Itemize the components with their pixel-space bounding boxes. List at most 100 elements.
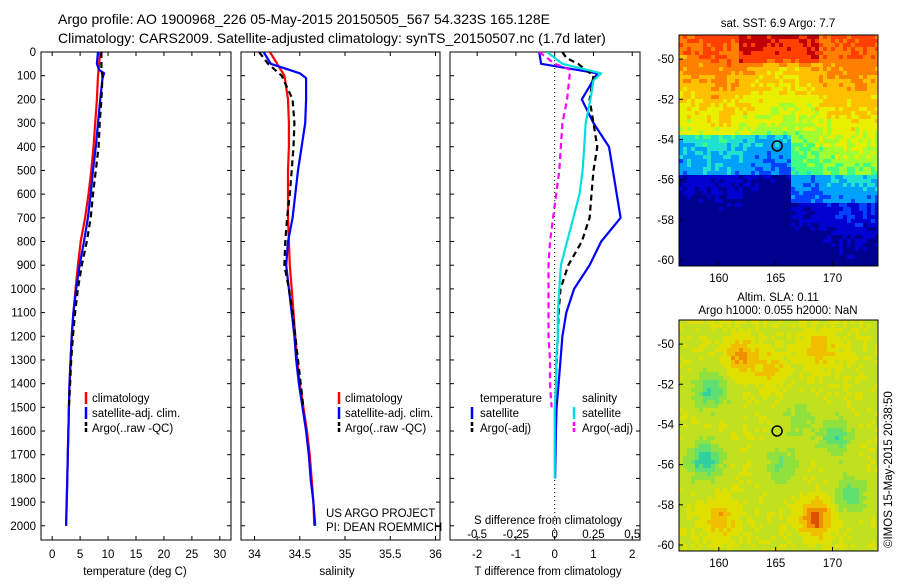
map-cell (775, 63, 780, 68)
map-cell (859, 63, 864, 68)
map-cell (679, 123, 684, 128)
map-cell (831, 175, 836, 180)
map-cell (703, 51, 708, 56)
map-cell (735, 380, 740, 385)
map-cell (839, 103, 844, 108)
map-cell (727, 396, 732, 401)
map-cell (871, 115, 876, 120)
map-cell (779, 39, 784, 44)
map-cell (679, 231, 684, 236)
map-cell (711, 103, 716, 108)
map-cell (807, 179, 812, 184)
map-cell (811, 452, 816, 457)
map-cell (755, 91, 760, 96)
map-cell (751, 175, 756, 180)
map-cell (735, 179, 740, 184)
map-cell (827, 408, 832, 413)
map-cell (867, 155, 872, 160)
map-cell (811, 143, 816, 148)
map-cell (871, 344, 876, 349)
map-cell (719, 47, 724, 52)
map-cell (719, 328, 724, 333)
map-cell (715, 59, 720, 64)
map-cell (763, 211, 768, 216)
map-cell (811, 135, 816, 140)
map-cell (691, 147, 696, 152)
map-cell (735, 83, 740, 88)
map-cell (827, 191, 832, 196)
map-cell (715, 135, 720, 140)
map-cell (771, 392, 776, 397)
map-cell (683, 424, 688, 429)
map-cell (823, 231, 828, 236)
map-cell (831, 207, 836, 212)
map-cell (711, 135, 716, 140)
map-cell (727, 159, 732, 164)
map-cell (735, 376, 740, 381)
map-cell (787, 131, 792, 136)
map-cell (679, 456, 684, 461)
map-cell (791, 251, 796, 256)
map-cell (711, 328, 716, 333)
map-cell (839, 151, 844, 156)
map-cell (731, 400, 736, 405)
map-cell (799, 175, 804, 180)
map-cell (727, 255, 732, 260)
map-cell (803, 223, 808, 228)
map-cell (807, 388, 812, 393)
map-cell (763, 227, 768, 232)
map-cell (803, 400, 808, 405)
map-cell (819, 456, 824, 461)
map-cell (863, 227, 868, 232)
map-cell (811, 372, 816, 377)
map-cell (683, 436, 688, 441)
map-cell (763, 428, 768, 433)
map-cell (811, 432, 816, 437)
map-cell (703, 231, 708, 236)
map-cell (871, 203, 876, 208)
map-cell (771, 59, 776, 64)
map-cell (747, 91, 752, 96)
map-cell (799, 71, 804, 76)
map-cell (875, 460, 880, 465)
map-cell (843, 155, 848, 160)
map-cell (695, 203, 700, 208)
map-cell (831, 79, 836, 84)
map-cell (815, 151, 820, 156)
map-cell (767, 103, 772, 108)
map-cell (759, 207, 764, 212)
map-cell (875, 239, 880, 244)
map-cell (827, 199, 832, 204)
map-cell (731, 155, 736, 160)
map-cell (727, 356, 732, 361)
map-cell (727, 111, 732, 116)
map-cell (739, 231, 744, 236)
map-cell (855, 239, 860, 244)
map-cell (771, 320, 776, 325)
map-cell (831, 35, 836, 40)
map-cell (803, 123, 808, 128)
map-cell (803, 320, 808, 325)
map-cell (815, 159, 820, 164)
map-cell (755, 111, 760, 116)
map-cell (775, 348, 780, 353)
map-cell (835, 171, 840, 176)
map-cell (863, 259, 868, 264)
map-cell (735, 203, 740, 208)
map-cell (835, 328, 840, 333)
map-cell (739, 207, 744, 212)
map-cell (859, 424, 864, 429)
map-cell (679, 344, 684, 349)
map-cell (835, 320, 840, 325)
map-cell (703, 460, 708, 465)
map-cell (795, 107, 800, 112)
map-cell (723, 368, 728, 373)
map-cell (707, 211, 712, 216)
map-cell (835, 83, 840, 88)
map-cell (695, 336, 700, 341)
map-cell (811, 59, 816, 64)
map-cell (755, 171, 760, 176)
map-cell (819, 75, 824, 80)
map-cell (687, 51, 692, 56)
map-cell (699, 103, 704, 108)
